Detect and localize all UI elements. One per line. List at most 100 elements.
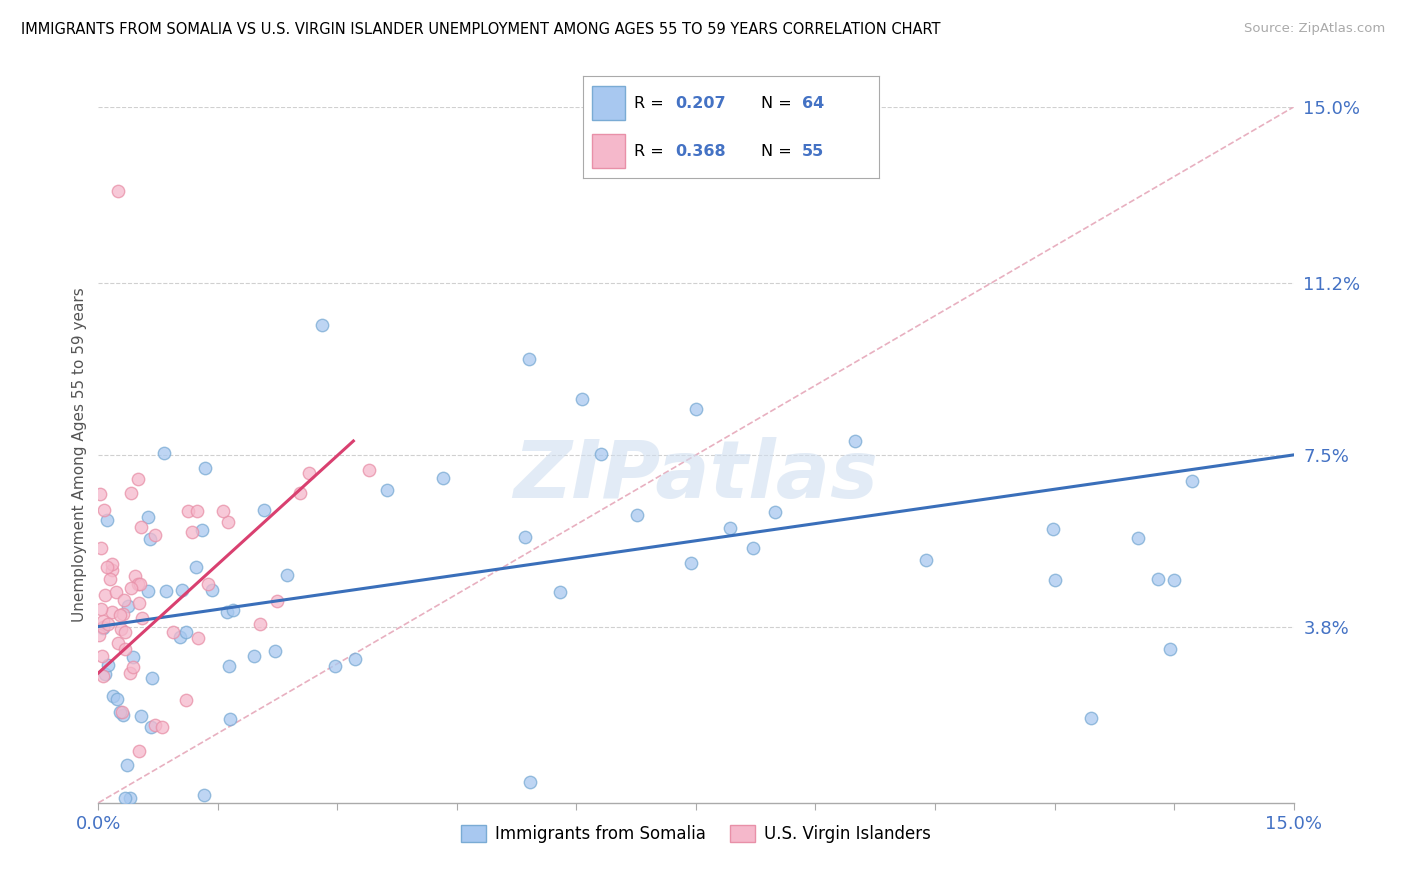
Point bbox=[111, 708, 134, 723]
Point bbox=[1080, 711, 1102, 725]
Point bbox=[311, 318, 333, 332]
Point bbox=[217, 515, 239, 529]
Point bbox=[548, 585, 571, 599]
Text: Source: ZipAtlas.com: Source: ZipAtlas.com bbox=[1244, 22, 1385, 36]
Text: 0.368: 0.368 bbox=[675, 145, 725, 160]
Point bbox=[93, 503, 115, 517]
Point bbox=[150, 720, 173, 734]
Point bbox=[118, 665, 141, 680]
Point bbox=[143, 718, 166, 732]
Bar bbox=[592, 135, 624, 168]
Legend: Immigrants from Somalia, U.S. Virgin Islanders: Immigrants from Somalia, U.S. Virgin Isl… bbox=[454, 819, 938, 850]
Point bbox=[162, 625, 184, 640]
Point bbox=[94, 588, 117, 602]
Point bbox=[1043, 573, 1066, 587]
Point bbox=[124, 569, 146, 583]
Point bbox=[153, 445, 176, 459]
Point bbox=[107, 635, 129, 649]
Point bbox=[141, 671, 163, 685]
Point bbox=[249, 617, 271, 632]
Point bbox=[143, 528, 166, 542]
Point bbox=[121, 650, 143, 665]
Point bbox=[131, 611, 153, 625]
Point bbox=[98, 572, 121, 586]
Text: R =: R = bbox=[634, 145, 669, 160]
Point bbox=[87, 628, 110, 642]
Point bbox=[359, 463, 381, 477]
Point bbox=[193, 788, 215, 802]
Point bbox=[96, 513, 118, 527]
Point bbox=[91, 615, 114, 629]
Point bbox=[93, 669, 115, 683]
Point bbox=[914, 553, 936, 567]
Point bbox=[174, 693, 197, 707]
Point bbox=[626, 508, 648, 523]
Point bbox=[211, 504, 233, 518]
Point bbox=[1128, 531, 1150, 545]
Point bbox=[112, 607, 135, 622]
Point bbox=[186, 559, 208, 574]
Point bbox=[101, 690, 124, 704]
Point bbox=[128, 744, 150, 758]
Point bbox=[187, 632, 209, 646]
Point bbox=[115, 757, 138, 772]
Point bbox=[264, 643, 287, 657]
Point bbox=[90, 541, 112, 555]
Point bbox=[681, 556, 703, 570]
Text: 0.207: 0.207 bbox=[675, 96, 725, 111]
Text: R =: R = bbox=[634, 96, 669, 111]
Point bbox=[217, 605, 239, 619]
Point bbox=[136, 584, 159, 599]
Point bbox=[170, 583, 193, 598]
Point bbox=[114, 625, 136, 640]
Point bbox=[93, 622, 115, 636]
Point bbox=[94, 667, 117, 681]
Point bbox=[90, 602, 112, 616]
Text: 55: 55 bbox=[801, 145, 824, 160]
Text: 64: 64 bbox=[801, 96, 824, 111]
Point bbox=[117, 599, 139, 613]
Text: N =: N = bbox=[761, 96, 797, 111]
Point bbox=[298, 467, 321, 481]
Text: IMMIGRANTS FROM SOMALIA VS U.S. VIRGIN ISLANDER UNEMPLOYMENT AMONG AGES 55 TO 59: IMMIGRANTS FROM SOMALIA VS U.S. VIRGIN I… bbox=[21, 22, 941, 37]
Point bbox=[97, 617, 120, 632]
Point bbox=[1181, 474, 1204, 488]
Point bbox=[127, 577, 149, 591]
Point bbox=[191, 523, 214, 537]
Point bbox=[519, 775, 541, 789]
Point bbox=[844, 434, 866, 448]
Point bbox=[221, 603, 243, 617]
Point bbox=[1146, 572, 1168, 586]
Point bbox=[589, 447, 612, 461]
Point bbox=[243, 648, 266, 663]
Point bbox=[129, 577, 152, 591]
Point bbox=[110, 623, 132, 637]
Point bbox=[136, 509, 159, 524]
Point bbox=[571, 392, 593, 406]
Point bbox=[194, 460, 217, 475]
Point bbox=[108, 705, 131, 719]
Point bbox=[266, 594, 288, 608]
Point bbox=[120, 581, 142, 595]
Point bbox=[325, 659, 347, 673]
Point bbox=[139, 532, 162, 546]
Point bbox=[128, 596, 150, 610]
Point bbox=[96, 559, 118, 574]
Point bbox=[276, 568, 298, 582]
Bar bbox=[592, 87, 624, 120]
Point bbox=[517, 352, 540, 367]
Point bbox=[718, 521, 741, 535]
Point bbox=[186, 504, 208, 518]
Point bbox=[122, 659, 145, 673]
Point bbox=[91, 620, 114, 634]
Point bbox=[127, 472, 149, 486]
Point bbox=[114, 642, 136, 657]
Point bbox=[120, 791, 142, 805]
Point bbox=[1163, 573, 1185, 587]
Point bbox=[112, 592, 135, 607]
Text: ZIPatlas: ZIPatlas bbox=[513, 437, 879, 515]
Point bbox=[432, 471, 454, 485]
Point bbox=[253, 503, 276, 517]
Point bbox=[1159, 641, 1181, 656]
Point bbox=[765, 505, 787, 519]
